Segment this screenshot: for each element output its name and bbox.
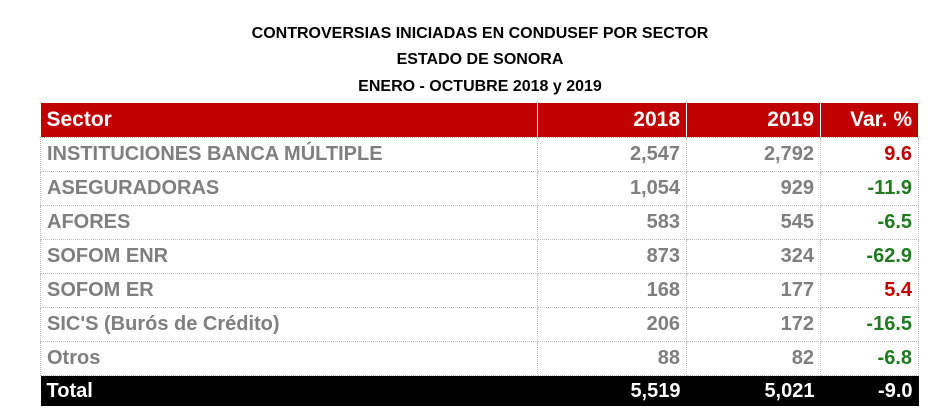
title-line: ENERO - OCTUBRE 2018 y 2019 (358, 78, 602, 95)
value-2018: 168 (537, 273, 687, 308)
value-2018: 2,547 (537, 137, 687, 172)
data-row: Otros 88 82 -6.8 (40, 341, 919, 376)
value-2019: 177 (686, 273, 821, 308)
value-2018: 873 (537, 239, 687, 274)
sector-cell: AFORES (40, 205, 538, 240)
value-2018: 88 (537, 341, 687, 376)
variation: 9.6 (820, 137, 919, 172)
variation: -6.5 (820, 205, 919, 240)
sector-cell: INSTITUCIONES BANCA MÚLTIPLE (40, 137, 538, 172)
column-header: 2019 (686, 103, 821, 138)
title-line: CONTROVERSIAS INICIADAS EN CONDUSEF POR … (251, 25, 709, 42)
variation: 5.4 (820, 273, 919, 308)
data-row: AFORES 583 545 -6.5 (40, 205, 919, 240)
column-header: Var. % (820, 103, 919, 138)
variation: -6.8 (820, 341, 919, 376)
variation: -16.5 (820, 307, 919, 342)
sector-cell: Otros (40, 341, 538, 376)
sector-cell: SOFOM ENR (40, 239, 538, 274)
sector-cell: Total (40, 375, 538, 406)
variation: -9.0 (820, 375, 919, 406)
value-2019: 172 (686, 307, 821, 342)
sector-cell: SOFOM ER (40, 273, 538, 308)
value-2019: 5,021 (686, 375, 821, 406)
value-2019: 2,792 (686, 137, 821, 172)
data-row: ASEGURADORAS 1,054 929 -11.9 (40, 171, 919, 206)
value-2019: 324 (686, 239, 821, 274)
value-2018: 583 (537, 205, 687, 240)
title-line: ESTADO DE SONORA (396, 51, 564, 68)
column-header: 2018 (537, 103, 687, 138)
value-2019: 929 (686, 171, 821, 206)
value-2019: 82 (686, 341, 821, 376)
variation: -11.9 (820, 171, 919, 206)
total-row: Total 5,519 5,021 -9.0 (40, 375, 919, 406)
value-2018: 5,519 (537, 375, 687, 406)
column-header: Sector (40, 103, 538, 138)
data-table: Sector 2018 2019 Var. % INSTITUCIONES BA… (40, 103, 919, 406)
header-row: Sector 2018 2019 Var. % (40, 103, 919, 138)
data-row: SOFOM ENR 873 324 -62.9 (40, 239, 919, 274)
sector-cell: ASEGURADORAS (40, 171, 538, 206)
data-row: INSTITUCIONES BANCA MÚLTIPLE 2,547 2,792 9.… (40, 137, 919, 172)
value-2018: 1,054 (537, 171, 687, 206)
sector-cell: SIC'S (Burós de Crédito) (40, 307, 538, 342)
data-row: SOFOM ER 168 177 5.4 (40, 273, 919, 308)
data-row: SIC'S (Burós de Crédito) 206 172 -16.5 (40, 307, 919, 342)
value-2018: 206 (537, 307, 687, 342)
variation: -62.9 (820, 239, 919, 274)
value-2019: 545 (686, 205, 821, 240)
